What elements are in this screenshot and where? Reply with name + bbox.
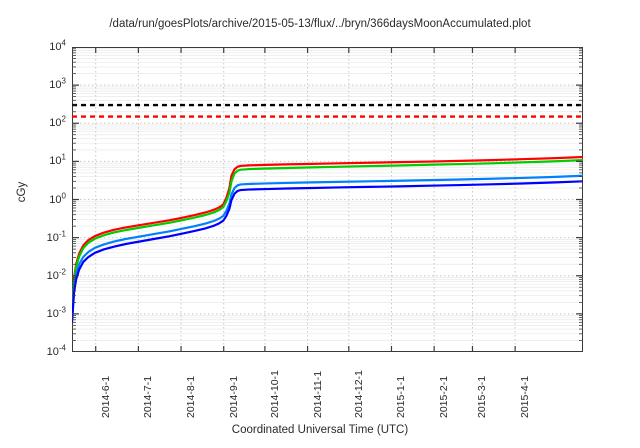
x-tick-label: 2014-12-1 xyxy=(352,370,365,418)
x-tick-label: 2015-4-1 xyxy=(519,375,532,418)
x-axis-label: Coordinated Universal Time (UTC) xyxy=(231,424,409,436)
y-tick-label: 10-4 xyxy=(46,343,66,358)
x-axis-tick-labels: 2014-6-1 2014-7-1 2014-8-1 2014-9-1 2014-10-… xyxy=(72,356,583,422)
plot-canvas xyxy=(72,47,583,352)
x-tick-label: 2015-1-1 xyxy=(395,375,408,418)
x-tick-label: 2014-9-1 xyxy=(227,375,240,418)
y-tick-label: 100 xyxy=(49,190,66,206)
x-tick-label: 2015-2-1 xyxy=(438,375,451,418)
y-tick-label: 103 xyxy=(49,76,66,92)
x-tick-label: 2014-7-1 xyxy=(142,375,155,418)
y-tick-label: 101 xyxy=(49,152,66,168)
grid-lines xyxy=(72,47,583,352)
y-tick-label: 104 xyxy=(49,38,66,53)
x-tick-label: 2015-3-1 xyxy=(476,375,489,418)
chart-title: /data/run/goesPlots/archive/2015-05-13/f… xyxy=(109,18,531,30)
x-tick-label: 2014-6-1 xyxy=(99,375,112,418)
y-tick-label: 10-3 xyxy=(46,305,66,320)
x-tick-label: 2014-10-1 xyxy=(268,370,281,418)
y-tick-label: 10-2 xyxy=(46,267,66,282)
y-axis-tick-labels: 104 103 102 101 100 10-1 10-2 10-3 10-4 xyxy=(16,39,66,358)
plot-area xyxy=(72,47,583,352)
x-tick-label: 2014-11-1 xyxy=(311,370,324,418)
x-tick-label: 2014-8-1 xyxy=(185,375,198,418)
axis-ticks xyxy=(72,47,583,352)
y-tick-label: 10-1 xyxy=(46,228,66,244)
reference-lines xyxy=(72,103,583,118)
y-tick-label: 102 xyxy=(49,114,66,130)
data-series xyxy=(72,155,583,324)
